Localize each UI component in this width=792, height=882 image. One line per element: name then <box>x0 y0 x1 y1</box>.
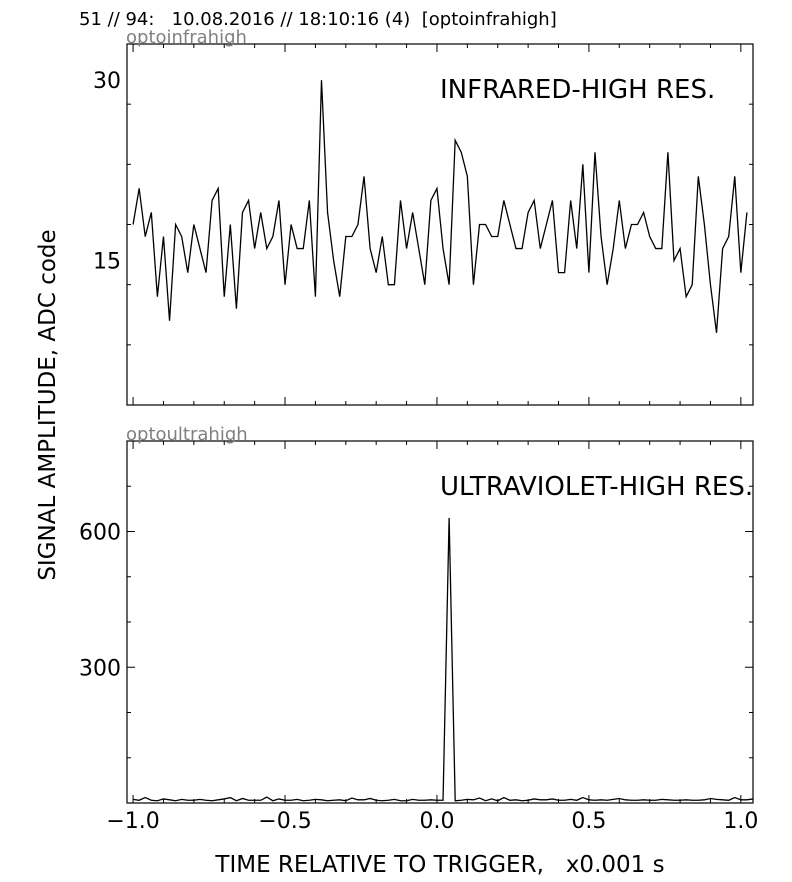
panel-annotation: ULTRAVIOLET-HIGH RES. <box>440 472 753 502</box>
y-tick-label: 30 <box>93 69 121 94</box>
y-axis-title: SIGNAL AMPLITUDE, ADC code <box>35 229 61 580</box>
y-tick-label: 300 <box>79 656 121 681</box>
y-tick-label: 15 <box>93 250 121 275</box>
x-tick-label: 0.5 <box>571 809 606 834</box>
panel-subtitle: optoultrahigh <box>126 424 248 445</box>
signal-line <box>132 80 748 333</box>
x-tick-label: −1.0 <box>106 809 159 834</box>
signal-line <box>132 517 754 802</box>
x-axis-title: TIME RELATIVE TO TRIGGER, x0.001 s <box>214 852 664 878</box>
panel-annotation: INFRARED-HIGH RES. <box>440 75 715 105</box>
y-tick-label: 600 <box>79 521 121 546</box>
ultraviolet-panel: 300 600 optoultrahigh ULTRAVIOLET-HIGH RES. <box>79 424 754 804</box>
figure-header: 51 // 94: 10.08.2016 // 18:10:16 (4) [op… <box>79 9 557 30</box>
x-tick-label: 1.0 <box>723 809 758 834</box>
panel-subtitle: optoinfrahigh <box>126 27 247 48</box>
x-tick-label: −0.5 <box>258 809 311 834</box>
x-tick-label: 0.0 <box>419 809 454 834</box>
